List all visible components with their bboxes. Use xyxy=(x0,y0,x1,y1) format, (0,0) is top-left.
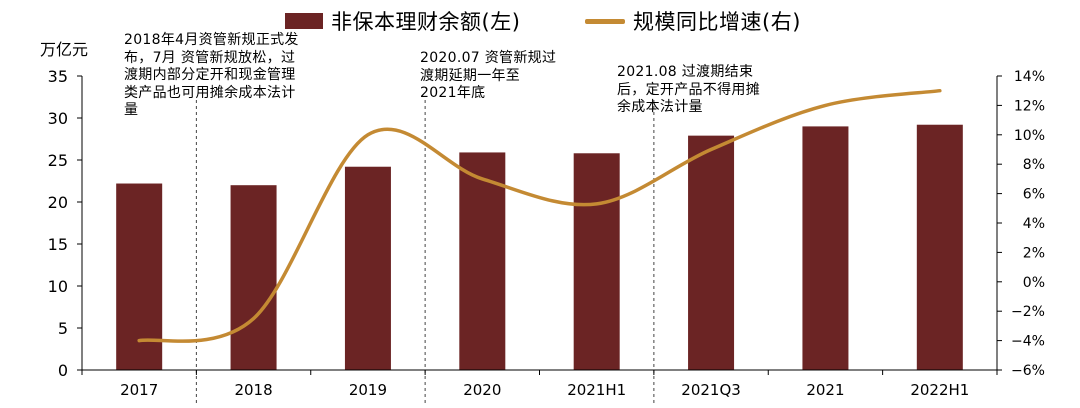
growth-line xyxy=(137,88,942,343)
bar-2020 xyxy=(459,152,506,370)
bar-2018 xyxy=(230,185,277,370)
axes xyxy=(77,75,1002,375)
right-tick-label: −2% xyxy=(1011,304,1045,320)
event-separators xyxy=(195,100,655,404)
right-tick-label: 10% xyxy=(1014,128,1045,144)
right-tick-label: 8% xyxy=(1023,157,1045,173)
right-tick-label: −6% xyxy=(1011,363,1045,379)
right-tick-label: 4% xyxy=(1023,216,1045,232)
bar-2021 xyxy=(802,126,849,371)
left-tick-label: 25 xyxy=(48,151,68,170)
x-tick-label: 2021Q3 xyxy=(681,381,741,399)
right-tick-label: 6% xyxy=(1023,187,1045,203)
right-tick-label: −4% xyxy=(1011,334,1045,350)
annotation-2018: 2018年4月资管新规正式发 布，7月 资管新规放松，过 渡期内部分定开和现金管… xyxy=(124,32,299,118)
left-tick-label: 20 xyxy=(48,193,68,212)
legend-item-bar: 非保本理财余额(左) xyxy=(285,6,520,36)
bar-2021H1 xyxy=(573,153,620,370)
left-tick-label: 30 xyxy=(48,109,68,128)
annotation-2020: 2020.07 资管新规过 渡期延期一年至 2021年底 xyxy=(420,50,557,101)
legend: 非保本理财余额(左) 规模同比增速(右) xyxy=(0,6,1080,36)
line-series xyxy=(137,88,942,343)
left-tick-label: 15 xyxy=(48,235,68,254)
x-tick-label: 2021H1 xyxy=(567,381,626,399)
x-tick-label: 2021 xyxy=(806,381,844,399)
x-tick-label: 2019 xyxy=(349,381,387,399)
x-tick-label: 2018 xyxy=(234,381,272,399)
legend-swatch-bar xyxy=(285,13,323,29)
legend-item-line: 规模同比增速(右) xyxy=(585,6,801,36)
right-tick-label: 2% xyxy=(1023,245,1045,261)
right-tick-label: 14% xyxy=(1014,69,1045,85)
left-axis-unit: 万亿元 xyxy=(40,40,89,59)
bar-2019 xyxy=(344,166,391,370)
bar-2021Q3 xyxy=(688,135,735,370)
left-tick-label: 5 xyxy=(58,319,68,338)
right-tick-label: 12% xyxy=(1014,98,1045,114)
right-tick-label: 0% xyxy=(1023,275,1045,291)
bar-series xyxy=(116,124,963,371)
left-tick-label: 0 xyxy=(58,361,68,380)
tick-labels: 0 5 10 15 20 25 30 35 −6% −4% −2% 0% 2% 4% 6% 8% 10% 12% 1… xyxy=(48,67,1045,399)
bar-2022H1 xyxy=(916,124,963,370)
annotation-2021: 2021.08 过渡期结束 后，定开产品不得用摊 余成本法计量 xyxy=(617,64,760,115)
x-tick-label: 2017 xyxy=(120,381,158,399)
left-tick-label: 10 xyxy=(48,277,68,296)
legend-label-line: 规模同比增速(右) xyxy=(633,10,801,34)
x-tick-label: 2022H1 xyxy=(910,381,969,399)
x-tick-label: 2020 xyxy=(463,381,501,399)
left-tick-label: 35 xyxy=(48,67,68,86)
legend-label-bar: 非保本理财余额(左) xyxy=(331,10,521,34)
legend-swatch-line xyxy=(585,18,625,24)
